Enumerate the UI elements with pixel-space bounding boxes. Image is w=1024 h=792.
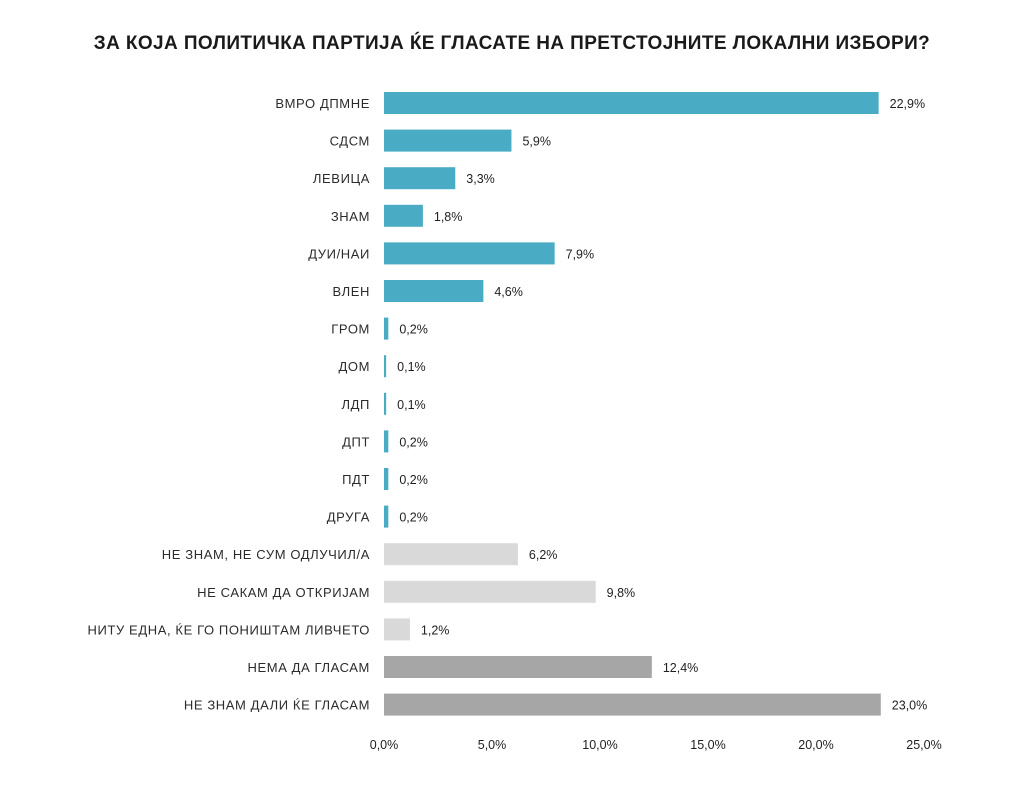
category-label: ДУИ/НАИ — [308, 246, 370, 261]
value-label: 22,9% — [890, 97, 925, 111]
value-label: 0,2% — [399, 511, 428, 525]
value-label: 7,9% — [566, 247, 595, 261]
bar — [384, 355, 387, 378]
value-label: 23,0% — [892, 699, 927, 713]
category-label: ГРОМ — [331, 322, 370, 337]
chart-title: ЗА КОЈА ПОЛИТИЧКА ПАРТИЈА ЌЕ ГЛАСАТЕ НА … — [93, 33, 931, 54]
category-label: НЕМА ДА ГЛАСАМ — [248, 660, 371, 675]
x-tick-label: 10,0% — [582, 738, 617, 752]
value-label: 0,1% — [397, 398, 426, 412]
value-label: 1,2% — [421, 623, 450, 637]
category-label: СДСМ — [330, 134, 370, 149]
bar — [384, 92, 879, 114]
x-tick-label: 5,0% — [478, 738, 507, 752]
value-label: 3,3% — [466, 172, 495, 186]
category-label: ДПТ — [342, 434, 370, 449]
bar — [384, 204, 423, 227]
bar — [384, 580, 596, 603]
bar — [384, 317, 389, 340]
value-label: 0,2% — [399, 435, 428, 449]
bar — [384, 693, 881, 716]
bar — [384, 430, 389, 453]
category-label: НЕ ЗНАМ, НЕ СУМ ОДЛУЧИЛ/А — [162, 547, 370, 562]
bar — [384, 280, 484, 302]
value-label: 0,1% — [397, 360, 426, 374]
value-label: 0,2% — [399, 323, 428, 337]
category-label: ДОМ — [338, 359, 370, 374]
category-label: ЗНАМ — [331, 209, 370, 224]
category-label: ЛЕВИЦА — [313, 171, 370, 186]
value-label: 6,2% — [529, 548, 558, 562]
bar — [384, 167, 456, 190]
x-tick-label: 20,0% — [798, 738, 833, 752]
category-label: ВЛЕН — [332, 284, 370, 299]
bar — [384, 543, 518, 566]
bar — [384, 242, 555, 265]
bar — [384, 129, 512, 152]
bar — [384, 505, 389, 528]
value-label: 4,6% — [494, 285, 523, 299]
value-label: 9,8% — [607, 586, 636, 600]
bar — [384, 618, 410, 641]
value-label: 5,9% — [522, 135, 551, 149]
bar — [384, 392, 387, 415]
value-label: 1,8% — [434, 210, 463, 224]
category-label: НЕ САКАМ ДА ОТКРИЈАМ — [197, 585, 370, 600]
category-label: ДРУГА — [327, 510, 370, 525]
bar — [384, 656, 652, 678]
category-label: ЛДП — [342, 397, 370, 412]
x-tick-label: 0,0% — [370, 738, 399, 752]
bar — [384, 468, 389, 490]
x-tick-label: 25,0% — [906, 738, 941, 752]
category-label: НЕ ЗНАМ ДАЛИ ЌЕ ГЛАСАМ — [184, 698, 370, 713]
value-label: 0,2% — [399, 473, 428, 487]
category-label: ВМРО ДПМНЕ — [275, 96, 370, 111]
category-label: ПДТ — [342, 472, 370, 487]
x-tick-label: 15,0% — [690, 738, 725, 752]
value-label: 12,4% — [663, 661, 698, 675]
category-label: НИТУ ЕДНА, ЌЕ ГО ПОНИШТАМ ЛИВЧЕТО — [88, 622, 370, 637]
